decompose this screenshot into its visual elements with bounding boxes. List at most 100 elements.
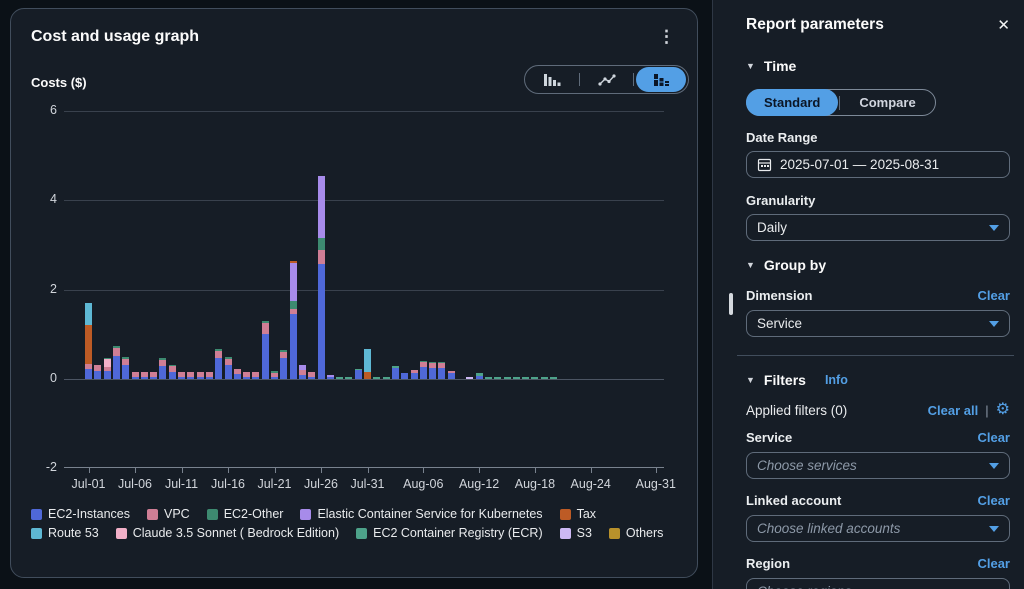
chart-bar[interactable] (298, 365, 306, 379)
clear-all-link[interactable]: Clear all (927, 402, 979, 418)
bar-segment (215, 358, 223, 379)
standard-tab[interactable]: Standard (746, 89, 839, 116)
legend-item[interactable]: Tax (559, 507, 596, 521)
date-range-input[interactable]: 2025-07-01 — 2025-08-31 (746, 151, 1010, 178)
chart-bar[interactable] (85, 302, 92, 379)
collapse-triangle-icon: ▼ (746, 260, 755, 270)
bar-segment (159, 366, 167, 379)
legend-item[interactable]: Route 53 (31, 526, 99, 540)
chart-bar[interactable] (354, 368, 362, 379)
chart-bar[interactable] (540, 376, 548, 379)
chart-bar[interactable] (317, 175, 325, 379)
chart-bar[interactable] (503, 376, 511, 379)
chart-bar[interactable] (103, 357, 111, 379)
chart-bar[interactable] (373, 377, 381, 379)
kebab-menu-icon[interactable]: ⋮ (658, 27, 675, 46)
chart-bar[interactable] (261, 320, 269, 379)
chart-bar[interactable] (112, 345, 120, 379)
chart-bar[interactable] (391, 365, 399, 379)
bar-segment (187, 376, 195, 379)
dimension-select[interactable]: Service (746, 310, 1010, 337)
bar-segment (243, 372, 251, 377)
legend-item[interactable]: EC2-Other (206, 507, 283, 521)
chart-bar[interactable] (252, 372, 260, 379)
gear-icon[interactable]: ⚙ (995, 401, 1010, 418)
chart-bar[interactable] (140, 372, 148, 379)
chart-bar[interactable] (233, 368, 241, 379)
legend-item[interactable]: EC2-Instances (31, 507, 130, 521)
chart-bar[interactable] (243, 372, 251, 379)
chart-bar[interactable] (131, 372, 139, 379)
bar-segment (112, 347, 120, 357)
chart-bar[interactable] (122, 357, 130, 379)
legend-item[interactable]: Claude 3.5 Sonnet ( Bedrock Edition) (115, 526, 339, 540)
chart-bar[interactable] (345, 377, 353, 379)
chart-bar[interactable] (419, 360, 427, 379)
bar-segment (317, 264, 325, 379)
bar-segment (122, 357, 130, 359)
linked-account-clear-link[interactable]: Clear (977, 493, 1010, 508)
line-chart-button[interactable] (582, 67, 632, 92)
info-link[interactable]: Info (824, 373, 848, 387)
chart-bar[interactable] (475, 373, 483, 379)
legend-item[interactable]: Elastic Container Service for Kubernetes (300, 507, 543, 521)
region-select[interactable]: Choose regions (746, 578, 1010, 589)
chart-bar[interactable] (531, 376, 539, 379)
legend-item[interactable]: EC2 Container Registry (ECR) (356, 526, 543, 540)
chart-bar[interactable] (308, 372, 316, 379)
compare-tab[interactable]: Compare (859, 95, 916, 110)
chart-bar[interactable] (159, 358, 167, 379)
chart-bar[interactable] (289, 260, 297, 379)
chart-bar[interactable] (196, 372, 204, 379)
chevron-down-icon (989, 525, 999, 532)
chart-bar[interactable] (447, 371, 455, 379)
chart-bar[interactable] (382, 377, 390, 379)
region-clear-link[interactable]: Clear (977, 556, 1010, 571)
chart-bar[interactable] (550, 377, 557, 379)
granularity-select[interactable]: Daily (746, 214, 1010, 241)
chart-bar[interactable] (401, 373, 409, 379)
chart-bar[interactable] (280, 349, 288, 379)
chart-bar[interactable] (336, 377, 344, 379)
time-section-header[interactable]: ▼ Time (746, 58, 797, 74)
bar-segment (419, 360, 427, 362)
dimension-clear-link[interactable]: Clear (977, 288, 1010, 303)
chart-bar[interactable] (224, 357, 232, 379)
chart-bar[interactable] (271, 371, 278, 379)
y-axis-label: 4 (50, 192, 57, 207)
linked-account-select[interactable]: Choose linked accounts (746, 515, 1010, 542)
chart-bar[interactable] (205, 372, 213, 379)
chart-bar[interactable] (178, 372, 185, 379)
chart-bar[interactable] (410, 369, 418, 379)
chart-bar[interactable] (438, 362, 446, 379)
chart-bar[interactable] (94, 364, 102, 379)
panel-resize-handle[interactable] (729, 293, 733, 315)
chart-bar[interactable] (168, 364, 176, 379)
close-icon[interactable]: ✕ (997, 17, 1010, 34)
chart-bar[interactable] (484, 376, 492, 379)
chart-bar[interactable] (187, 372, 195, 379)
bar-segment (178, 372, 185, 377)
cost-usage-card: Cost and usage graph ⋮ Costs ($) (10, 8, 698, 578)
chart-bar[interactable] (466, 376, 474, 379)
legend-item[interactable]: VPC (146, 507, 190, 521)
chart-bar[interactable] (522, 376, 530, 379)
service-filter-select[interactable]: Choose services (746, 452, 1010, 479)
chart-bar[interactable] (215, 349, 223, 379)
legend-item[interactable]: S3 (559, 526, 592, 540)
chart-bar[interactable] (326, 375, 334, 379)
chart-bar[interactable] (494, 376, 502, 379)
chart-bar[interactable] (429, 362, 437, 379)
group-by-section-header[interactable]: ▼ Group by (746, 257, 827, 273)
chart-bar[interactable] (512, 376, 520, 379)
grouped-bar-chart-button[interactable] (527, 67, 577, 92)
stacked-bar-chart-button[interactable] (636, 67, 687, 92)
bar-segment (429, 362, 437, 364)
chart-bar[interactable] (364, 349, 371, 379)
chart-bar[interactable] (150, 372, 158, 379)
service-clear-link[interactable]: Clear (977, 430, 1010, 445)
filters-section-header[interactable]: ▼ Filters Info (746, 372, 848, 388)
dimension-row: Dimension Clear (746, 288, 1010, 303)
bar-segment (429, 363, 437, 368)
legend-item[interactable]: Others (608, 526, 663, 540)
